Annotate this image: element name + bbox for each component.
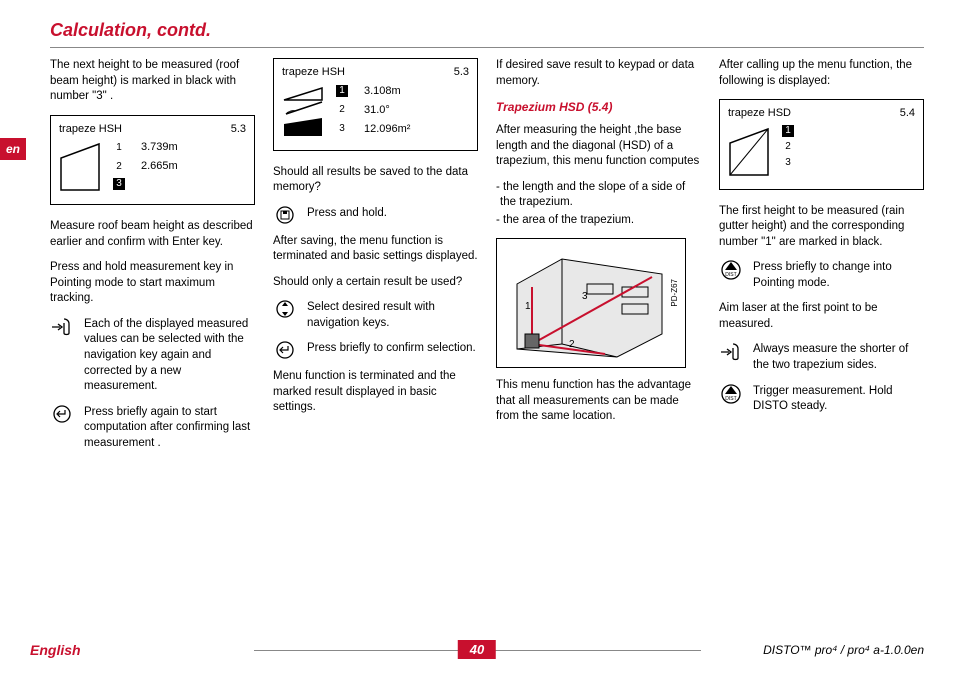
box-name: trapeze HSH [59,122,122,137]
body-text: This menu function has the advantage tha… [496,378,701,425]
content-columns: The next height to be measured (roof bea… [50,58,924,461]
instruction-text: Press and hold. [307,206,387,222]
box-code: 5.4 [900,106,915,121]
save-key-icon [273,206,297,224]
svg-text:DIST: DIST [725,396,736,402]
enter-key-icon [273,341,297,359]
body-text: Measure roof beam height as described ea… [50,219,255,250]
column-4: After calling up the menu function, the … [719,58,924,461]
body-text: The first height to be measured (rain gu… [719,204,924,251]
note-text: Each of the displayed measured values ca… [84,317,255,395]
dist-key-icon: DIST [719,260,743,280]
footer-product: DISTO™ pro⁴ / pro⁴ a-1.0.0en [701,643,925,657]
enter-key-icon [50,405,74,423]
instruction-text: Select desired result with navigation ke… [307,300,478,331]
row-num: 3 [336,123,348,135]
trapezoid-result-icon [282,84,326,140]
row-num: 2 [782,141,794,153]
trapezoid-icon [728,125,772,179]
footer-divider: 40 [254,650,701,651]
display-box-hsh-1: trapeze HSH 5.3 1 3.739m 2 2.665m 3 [50,115,255,206]
value-list: 1 3.108m 2 31.0° 3 12.096m² [336,84,410,137]
svg-text:1: 1 [525,301,531,312]
row-num: 3 [782,157,794,169]
row-num: 2 [113,161,125,173]
column-3: If desired save result to keypad or data… [496,58,701,461]
body-text: Menu function is terminated and the mark… [273,369,478,416]
row-val: 12.096m² [364,122,410,137]
body-text: After calling up the menu function, the … [719,58,924,89]
body-text: Should only a certain result be used? [273,275,478,291]
svg-text:3: 3 [582,291,588,302]
instruction-text: Press briefly to confirm selection. [307,341,476,357]
page-number: 40 [458,640,496,659]
value-list: 1 2 3 [782,125,794,169]
row-val: 31.0° [364,103,390,118]
body-text: After saving, the menu function is termi… [273,234,478,265]
svg-text:DIST: DIST [725,272,736,278]
pointing-hand-icon [719,342,743,362]
row-num: 1 [113,142,125,154]
row-num: 3 [113,178,125,190]
trapezoid-icon [59,140,103,194]
page-title: Calculation, contd. [50,20,924,48]
box-name: trapeze HSD [728,106,791,121]
body-text: Press and hold measurement key in Pointi… [50,260,255,307]
display-box-hsh-2: trapeze HSH 5.3 1 3.108m 2 31.0° 3 12.096m² [273,58,478,151]
body-text: If desired save result to keypad or data… [496,58,701,89]
body-text: After measuring the height ,the base len… [496,123,701,170]
body-text: Should all results be saved to the data … [273,165,478,196]
lang-tab: en [0,138,26,160]
instruction-text: Trigger measurement. Hold DISTO steady. [753,384,924,415]
row-val: 3.108m [364,84,401,99]
instruction-text: Press briefly to change into Pointing mo… [753,260,924,291]
pointing-hand-icon [50,317,74,337]
dist-key-icon: DIST [719,384,743,404]
row-val: 3.739m [141,140,178,155]
footer-language: English [30,642,254,658]
trapezium-diagram: PD-Z67 1 2 3 [496,238,686,368]
svg-text:2: 2 [569,339,575,350]
bullet-text: - the area of the trapezium. [496,213,701,229]
diagram-code: PD-Z67 [670,279,681,307]
intro-text: The next height to be measured (roof bea… [50,58,255,105]
instruction-text: Press briefly again to start computation… [84,405,255,452]
page-footer: English 40 DISTO™ pro⁴ / pro⁴ a-1.0.0en [30,642,924,658]
row-val: 2.665m [141,159,178,174]
row-num: 1 [336,85,348,97]
row-num: 2 [336,104,348,116]
box-name: trapeze HSH [282,65,345,80]
box-code: 5.3 [454,65,469,80]
box-code: 5.3 [231,122,246,137]
display-box-hsd: trapeze HSD 5.4 1 2 3 [719,99,924,190]
nav-key-icon [273,300,297,318]
column-2: trapeze HSH 5.3 1 3.108m 2 31.0° 3 12.096m²… [273,58,478,461]
column-1: The next height to be measured (roof bea… [50,58,255,461]
value-list: 1 3.739m 2 2.665m 3 [113,140,178,190]
note-text: Always measure the shorter of the two tr… [753,342,924,373]
row-num: 1 [782,125,794,137]
subsection-title: Trapezium HSD (5.4) [496,99,701,115]
bullet-text: - the length and the slope of a side of … [496,180,701,211]
body-text: Aim laser at the first point to be measu… [719,301,924,332]
